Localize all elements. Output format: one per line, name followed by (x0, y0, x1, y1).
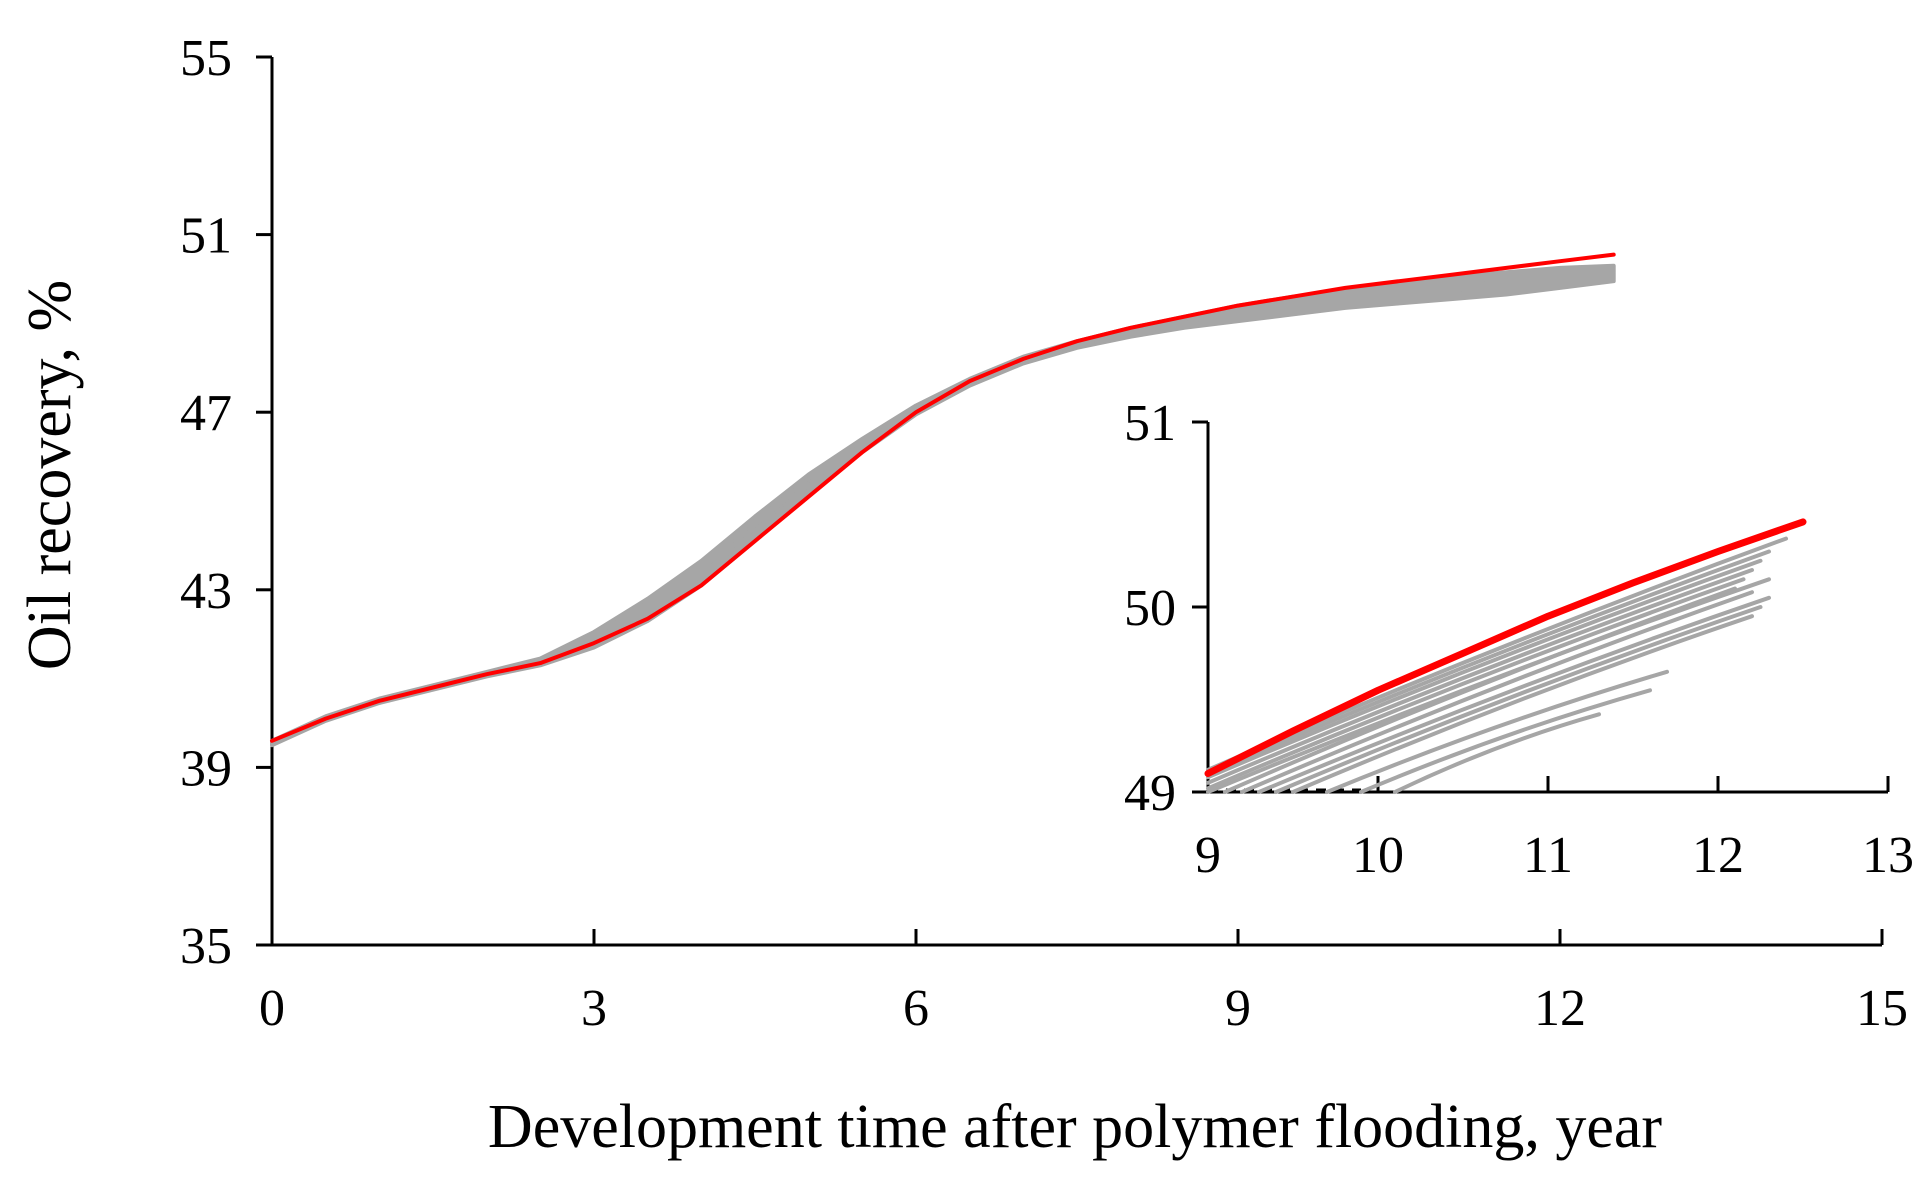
inset-ensemble-line (1359, 688, 1652, 794)
ensemble-line (271, 266, 1614, 743)
x-axis-title: Development time after polymer flooding,… (488, 1093, 1663, 1161)
inset-ensemble-line (1325, 669, 1669, 794)
inset-ensemble-line (1393, 712, 1601, 794)
inset-y-tick-label: 49 (1124, 765, 1176, 822)
inset-ensemble-line (1206, 577, 1771, 794)
inset-ensemble-line (1223, 586, 1737, 794)
inset-ensemble-line (1206, 568, 1754, 785)
inset-x-tick-label: 12 (1692, 827, 1744, 884)
ensemble-line (271, 268, 1614, 744)
y-tick-label: 51 (180, 208, 232, 265)
ensemble-line (271, 264, 1614, 743)
inset-ensemble-line (1206, 558, 1763, 780)
y-tick-label: 55 (180, 30, 232, 87)
inset-ensemble-line (1240, 590, 1754, 794)
inset-ensemble-line (1291, 614, 1754, 794)
inset-x-tick-label: 11 (1523, 827, 1573, 884)
x-tick-label: 15 (1856, 980, 1908, 1037)
main-plot: 35 39 43 47 51 55 0 3 6 9 12 15 (180, 30, 1908, 1037)
y-axis-title: Oil recovery, % (16, 280, 84, 670)
y-tick-label: 43 (180, 563, 232, 620)
inset-x-tick-label: 10 (1352, 827, 1404, 884)
x-tick-label: 9 (1225, 980, 1251, 1037)
x-tick-label: 12 (1534, 980, 1586, 1037)
x-tick-label: 0 (259, 980, 285, 1037)
y-tick-label: 39 (180, 740, 232, 797)
x-tick-label: 6 (903, 980, 929, 1037)
inset-y-tick-label: 51 (1124, 395, 1176, 452)
inset-x-tick-label: 9 (1195, 827, 1221, 884)
highlight-series-line (270, 252, 1616, 743)
inset-highlight-series-line (1204, 518, 1807, 777)
inset-x-tick-label: 13 (1862, 827, 1914, 884)
y-tick-label: 47 (180, 385, 232, 442)
inset-plot: 49 50 51 9 10 11 12 13 (1124, 395, 1914, 884)
y-tick-label: 35 (180, 918, 232, 975)
inset-ensemble-line (1274, 605, 1763, 794)
inset-ensemble-line (1206, 549, 1771, 776)
inset-ensemble-line (1206, 577, 1746, 791)
inset-ensemble-line (1257, 595, 1771, 794)
x-tick-label: 3 (581, 980, 607, 1037)
inset-y-tick-label: 50 (1124, 580, 1176, 637)
